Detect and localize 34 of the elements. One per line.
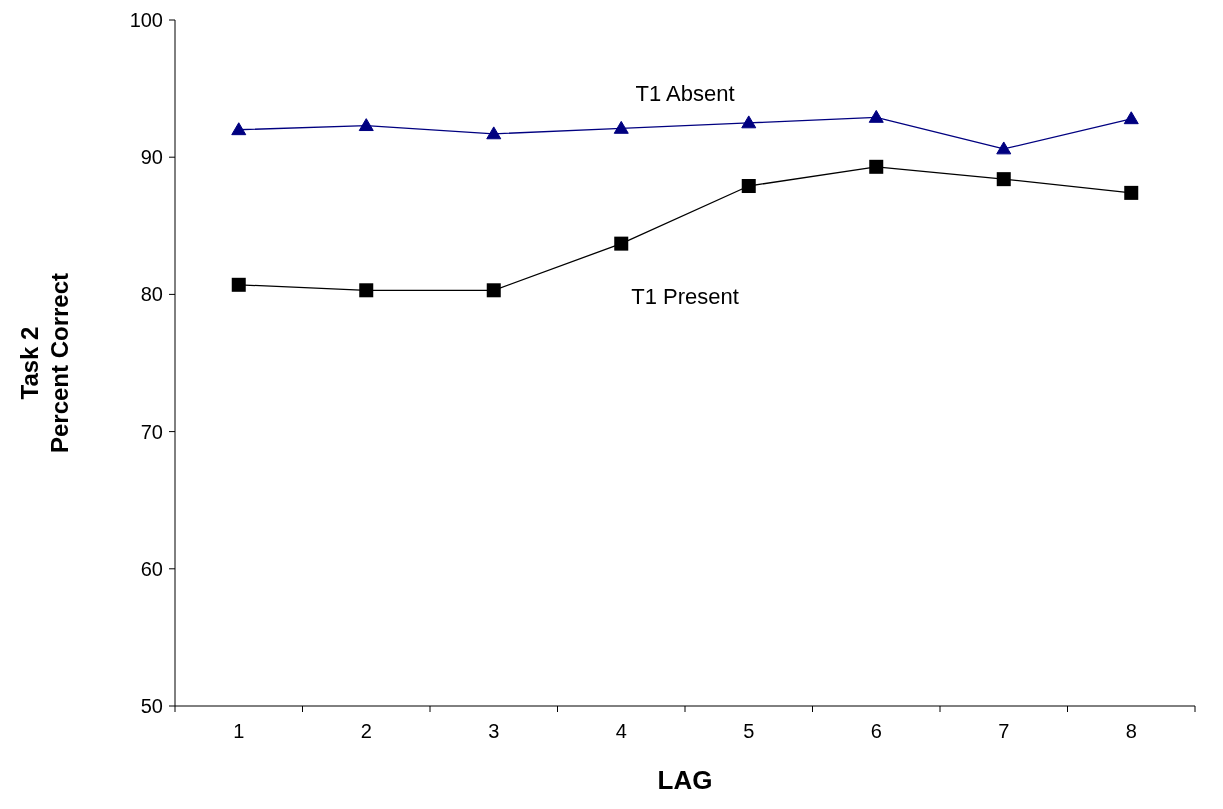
point bbox=[486, 126, 502, 140]
point bbox=[359, 283, 374, 298]
point bbox=[1124, 185, 1139, 200]
x-tick-label: 2 bbox=[360, 720, 372, 742]
point bbox=[741, 179, 756, 194]
y-tick-label: 100 bbox=[129, 9, 163, 31]
point bbox=[614, 236, 629, 251]
y-tick-label: 90 bbox=[140, 146, 163, 169]
point bbox=[1123, 111, 1139, 125]
x-tick-label: 4 bbox=[615, 720, 627, 742]
y-tick-label: 50 bbox=[140, 695, 163, 717]
y-tick-label: 60 bbox=[140, 557, 163, 580]
point bbox=[486, 283, 501, 298]
x-tick-label: 8 bbox=[1125, 720, 1137, 742]
point bbox=[869, 159, 884, 174]
y-tick-label: 80 bbox=[140, 283, 163, 306]
x-tick-label: 7 bbox=[998, 720, 1010, 742]
x-tick-label: 6 bbox=[870, 720, 882, 742]
series-label: T1 Absent bbox=[635, 80, 735, 106]
series-label: T1 Present bbox=[631, 283, 739, 309]
point bbox=[996, 141, 1012, 155]
point bbox=[358, 118, 374, 132]
x-tick-label: 1 bbox=[233, 720, 245, 742]
point bbox=[868, 109, 884, 123]
x-tick-label: 5 bbox=[743, 720, 755, 742]
y-axis-title: Task 2 Percent Correct bbox=[16, 272, 73, 454]
x-tick-label: 3 bbox=[488, 720, 500, 742]
y-tick-label: 70 bbox=[140, 420, 163, 443]
point bbox=[231, 277, 246, 292]
point bbox=[996, 172, 1011, 187]
x-axis-title: LAG bbox=[657, 765, 713, 795]
point bbox=[741, 115, 757, 129]
point bbox=[613, 120, 629, 134]
point bbox=[231, 122, 247, 136]
